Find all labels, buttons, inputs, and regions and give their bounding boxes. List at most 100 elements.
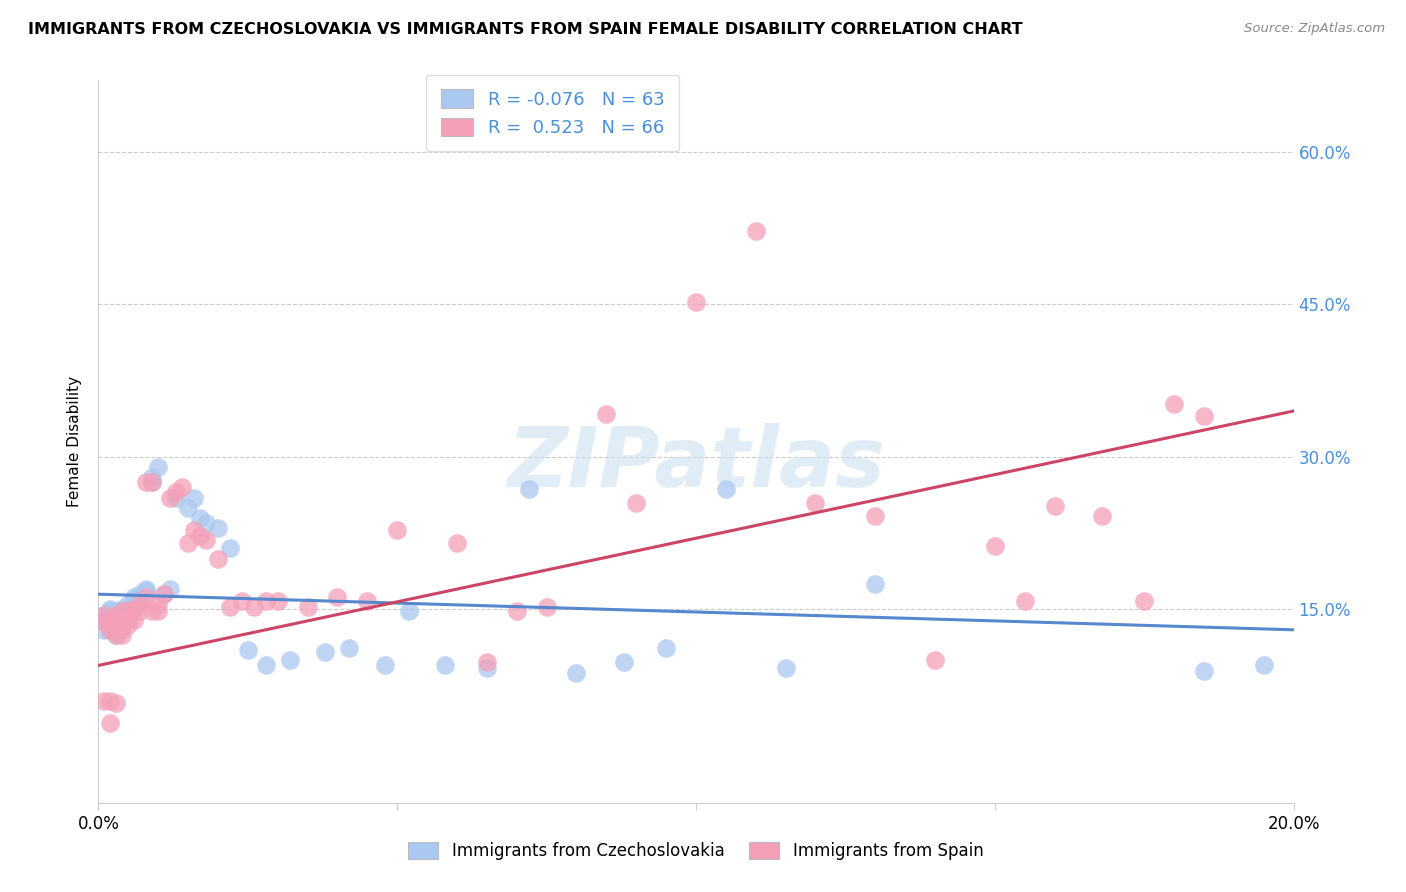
Point	[177, 536, 200, 550]
Point	[135, 584, 157, 599]
Point	[129, 587, 152, 601]
Point	[219, 541, 242, 556]
Point	[105, 613, 128, 627]
Point	[111, 628, 134, 642]
Point	[117, 617, 139, 632]
Point	[105, 605, 128, 619]
Point	[326, 591, 349, 605]
Text: IMMIGRANTS FROM CZECHOSLOVAKIA VS IMMIGRANTS FROM SPAIN FEMALE DISABILITY CORREL: IMMIGRANTS FROM CZECHOSLOVAKIA VS IMMIGR…	[28, 22, 1022, 37]
Point	[613, 656, 636, 670]
Point	[188, 529, 211, 543]
Point	[1192, 409, 1215, 423]
Point	[135, 475, 157, 490]
Point	[165, 485, 187, 500]
Y-axis label: Female Disability: Female Disability	[67, 376, 83, 508]
Point	[745, 224, 768, 238]
Point	[141, 475, 163, 490]
Point	[236, 643, 259, 657]
Point	[98, 602, 122, 616]
Point	[924, 653, 946, 667]
Point	[98, 605, 122, 619]
Point	[93, 607, 115, 622]
Point	[98, 716, 122, 731]
Point	[207, 521, 229, 535]
Point	[517, 483, 540, 497]
Point	[159, 491, 181, 505]
Point	[446, 536, 468, 550]
Point	[105, 623, 128, 637]
Point	[111, 602, 134, 616]
Point	[1133, 594, 1156, 608]
Point	[195, 533, 218, 548]
Point	[124, 594, 146, 608]
Point	[297, 600, 319, 615]
Point	[475, 656, 498, 670]
Point	[111, 605, 134, 619]
Point	[536, 600, 558, 615]
Point	[105, 624, 128, 639]
Point	[153, 587, 176, 601]
Point	[804, 495, 827, 509]
Legend: Immigrants from Czechoslovakia, Immigrants from Spain: Immigrants from Czechoslovakia, Immigran…	[402, 835, 990, 867]
Point	[124, 600, 146, 615]
Point	[111, 613, 134, 627]
Point	[159, 582, 181, 596]
Point	[98, 613, 122, 627]
Point	[98, 617, 122, 632]
Text: ZIPatlas: ZIPatlas	[508, 423, 884, 504]
Point	[1192, 664, 1215, 678]
Point	[183, 491, 205, 505]
Point	[655, 641, 678, 656]
Point	[117, 605, 139, 619]
Point	[1163, 397, 1185, 411]
Point	[356, 594, 378, 608]
Point	[685, 295, 707, 310]
Point	[135, 582, 157, 596]
Point	[165, 491, 187, 505]
Point	[129, 592, 152, 607]
Point	[254, 658, 277, 673]
Point	[385, 523, 409, 537]
Point	[148, 460, 170, 475]
Point	[111, 615, 134, 629]
Point	[98, 609, 122, 624]
Point	[148, 598, 170, 612]
Point	[434, 658, 457, 673]
Point	[105, 607, 128, 622]
Point	[98, 623, 122, 637]
Point	[231, 594, 253, 608]
Point	[111, 617, 134, 632]
Point	[254, 594, 277, 608]
Point	[111, 610, 134, 624]
Point	[141, 470, 163, 484]
Point	[714, 483, 737, 497]
Point	[93, 694, 115, 708]
Point	[129, 598, 152, 612]
Point	[98, 615, 122, 629]
Point	[117, 598, 139, 612]
Point	[124, 591, 146, 605]
Point	[141, 605, 163, 619]
Point	[141, 475, 163, 490]
Point	[98, 623, 122, 637]
Point	[124, 613, 146, 627]
Point	[267, 594, 290, 608]
Point	[117, 613, 139, 627]
Point	[111, 623, 134, 637]
Point	[93, 613, 115, 627]
Point	[775, 661, 797, 675]
Point	[374, 658, 396, 673]
Point	[595, 407, 617, 421]
Point	[195, 516, 218, 530]
Point	[243, 600, 266, 615]
Point	[475, 661, 498, 675]
Point	[105, 617, 128, 632]
Point	[172, 480, 194, 494]
Point	[506, 605, 529, 619]
Point	[183, 523, 205, 537]
Point	[105, 615, 128, 629]
Point	[188, 511, 211, 525]
Point	[105, 607, 128, 622]
Point	[1043, 499, 1066, 513]
Point	[626, 495, 648, 509]
